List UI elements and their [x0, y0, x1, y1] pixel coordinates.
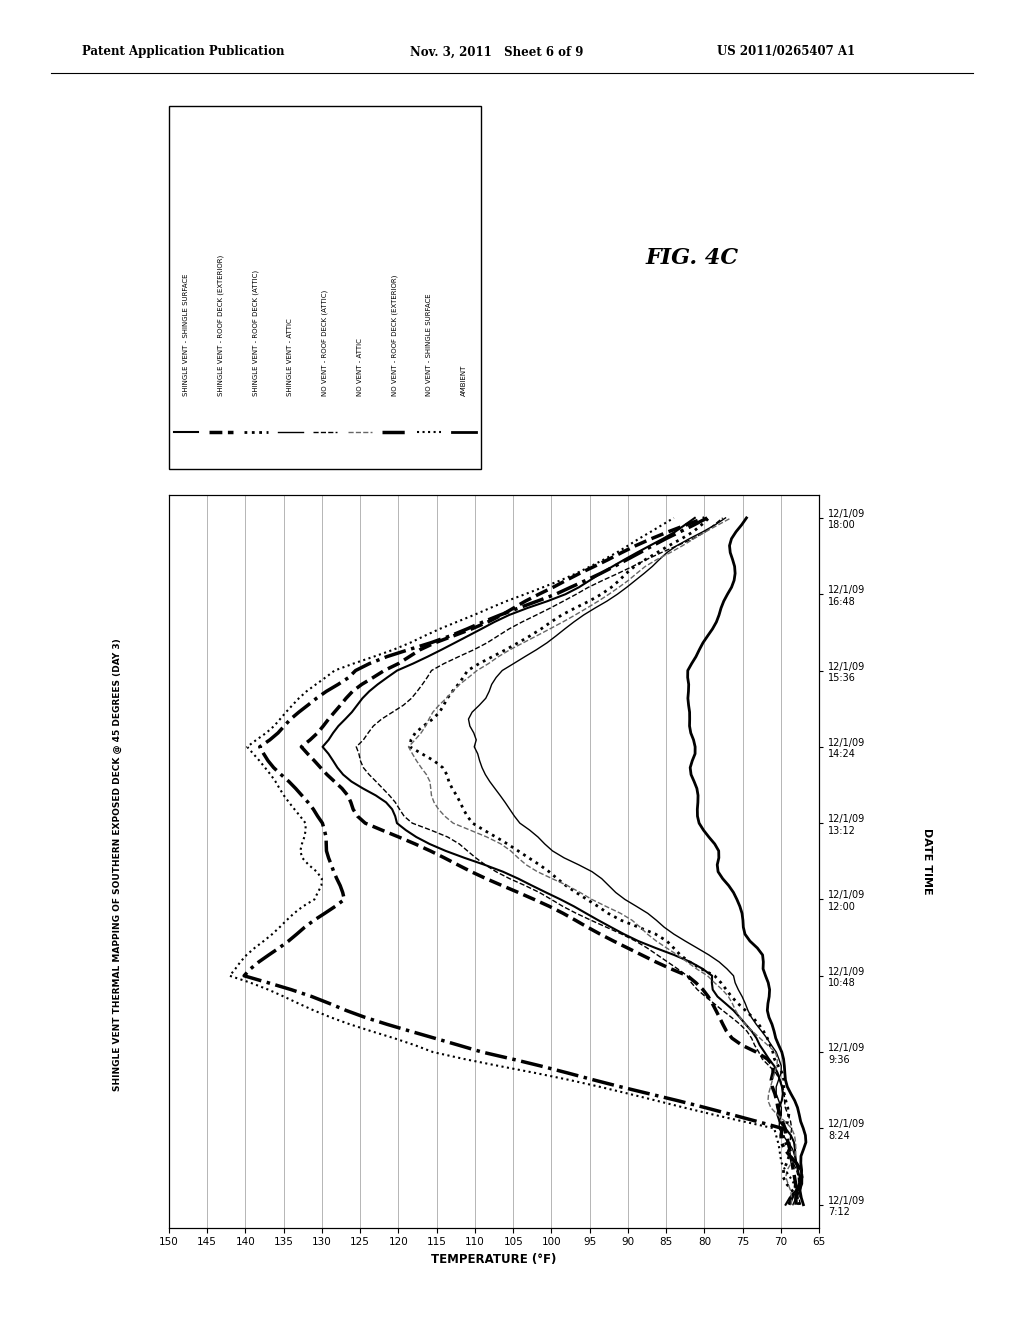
- Text: SHINGLE VENT - ATTIC: SHINGLE VENT - ATTIC: [288, 318, 294, 396]
- Text: Patent Application Publication: Patent Application Publication: [82, 45, 285, 58]
- Text: NO VENT - SHINGLE SURFACE: NO VENT - SHINGLE SURFACE: [426, 293, 432, 396]
- Text: AMBIENT: AMBIENT: [461, 364, 467, 396]
- Text: SHINGLE VENT - ROOF DECK (ATTIC): SHINGLE VENT - ROOF DECK (ATTIC): [253, 269, 259, 396]
- Y-axis label: DATE TIME: DATE TIME: [923, 828, 932, 895]
- Text: Nov. 3, 2011   Sheet 6 of 9: Nov. 3, 2011 Sheet 6 of 9: [410, 45, 583, 58]
- Text: US 2011/0265407 A1: US 2011/0265407 A1: [717, 45, 855, 58]
- Text: NO VENT - ROOF DECK (EXTERIOR): NO VENT - ROOF DECK (EXTERIOR): [391, 275, 397, 396]
- Text: SHINGLE VENT - SHINGLE SURFACE: SHINGLE VENT - SHINGLE SURFACE: [183, 273, 189, 396]
- Text: FIG. 4C: FIG. 4C: [645, 247, 738, 269]
- Text: SHINGLE VENT - ROOF DECK (EXTERIOR): SHINGLE VENT - ROOF DECK (EXTERIOR): [218, 255, 224, 396]
- Text: NO VENT - ROOF DECK (ATTIC): NO VENT - ROOF DECK (ATTIC): [322, 290, 329, 396]
- Text: SHINGLE VENT THERMAL MAPPING OF SOUTHERN EXPOSED DECK @ 45 DEGREES (DAY 3): SHINGLE VENT THERMAL MAPPING OF SOUTHERN…: [114, 639, 122, 1090]
- Text: NO VENT - ATTIC: NO VENT - ATTIC: [356, 338, 362, 396]
- X-axis label: TEMPERATURE (°F): TEMPERATURE (°F): [431, 1253, 557, 1266]
